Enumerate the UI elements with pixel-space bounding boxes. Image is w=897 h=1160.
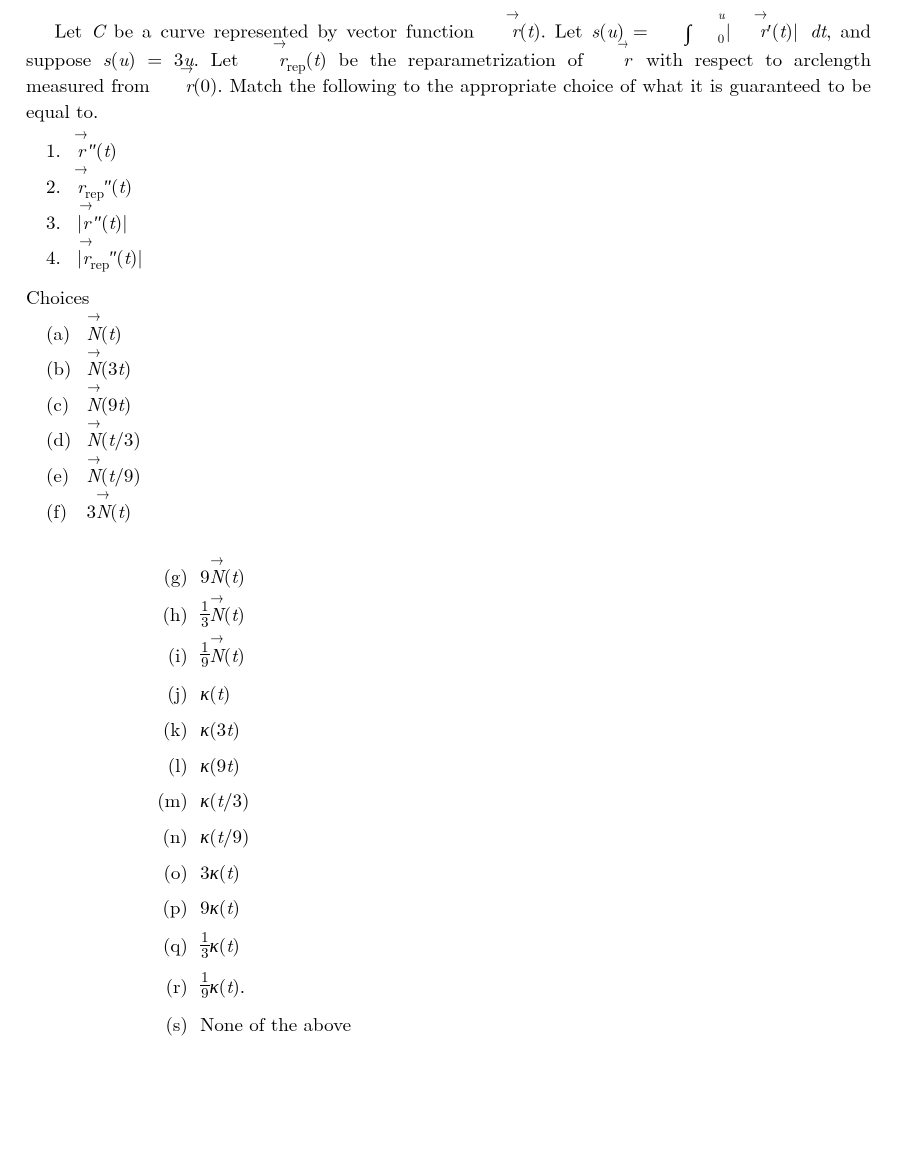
numbered-item: 1. r ″(t)	[46, 137, 871, 163]
choice-item-expression: κ(3t)	[200, 715, 240, 742]
numbered-list: 1. r ″(t) 2. rrep″(t) 3. |r ″(t)| 4. |rrep″…	[26, 137, 871, 270]
choice-item-expression: 9κ(t)	[200, 893, 240, 920]
choice-item-expression: κ(t)	[200, 679, 230, 706]
choice-item-label: (q)	[146, 932, 188, 958]
choice-item-label: (s)	[146, 1011, 188, 1037]
choice-item: (r) 19κ(t).	[146, 970, 871, 1001]
choices-list-2: (g) 9N(t) (h) 13N(t) (i) 19N(t) (j) κ(t) (k)…	[26, 563, 871, 1036]
numbered-item: 4. |rrep″(t)|	[46, 244, 871, 270]
choices-heading: Choices	[26, 284, 871, 310]
choice-item-label: (j)	[146, 680, 188, 706]
choice-item-label: (b)	[46, 355, 80, 381]
choice-item-label: (f)	[46, 498, 80, 524]
choice-item-label: (c)	[46, 391, 80, 417]
choice-item: (p) 9κ(t)	[146, 894, 871, 920]
choice-item-expression: 13κ(t)	[200, 931, 240, 958]
choice-item-label: (a)	[46, 320, 80, 346]
choice-item-label: (r)	[146, 973, 188, 999]
choice-item-expression: 19κ(t).	[200, 972, 245, 999]
choice-item: (f) 3N(t)	[46, 498, 871, 524]
choice-item: (i) 19N(t)	[146, 640, 871, 671]
choice-item: (e) N(t/9)	[46, 462, 871, 488]
numbered-item-label: 2.	[46, 173, 71, 199]
choice-item-expression: κ(t/3)	[200, 786, 249, 813]
choice-item-label: (o)	[146, 859, 188, 885]
choice-item-label: (e)	[46, 462, 80, 488]
choice-item: (m) κ(t/3)	[146, 787, 871, 813]
choice-item: (q) 13κ(t)	[146, 930, 871, 961]
choice-item: (l) κ(9t)	[146, 752, 871, 778]
page-container: Let C be a curve represented by vector f…	[0, 0, 897, 1160]
choice-item: (o) 3κ(t)	[146, 859, 871, 885]
choice-item: (d) N(t/3)	[46, 426, 871, 452]
choice-item-label: (d)	[46, 426, 80, 452]
choice-item-expression: 3κ(t)	[200, 858, 240, 885]
choice-item: (j) κ(t)	[146, 680, 871, 706]
numbered-item-expression: |rrep″(t)|	[77, 243, 143, 270]
choice-item: (h) 13N(t)	[146, 599, 871, 630]
choice-item-expression: N(t/9)	[87, 461, 141, 488]
choice-item: (b) N(3t)	[46, 355, 871, 381]
choice-item: (c) N(9t)	[46, 391, 871, 417]
choice-item-label: (l)	[146, 752, 188, 778]
choice-item-label: (k)	[146, 716, 188, 742]
numbered-item-label: 1.	[46, 137, 71, 163]
choice-item-label: (m)	[146, 787, 188, 813]
choice-item: (a) N(t)	[46, 320, 871, 346]
choice-item: (k) κ(3t)	[146, 716, 871, 742]
choice-item-expression: None of the above	[200, 1010, 351, 1037]
intro-paragraph: Let C be a curve represented by vector f…	[26, 16, 871, 123]
choice-item-expression: 3N(t)	[87, 497, 132, 524]
choice-item: (n) κ(t/9)	[146, 823, 871, 849]
numbered-item-label: 3.	[46, 209, 71, 235]
choices-list-1: (a) N(t) (b) N(3t) (c) N(9t) (d) N(t/3) (e) …	[26, 320, 871, 524]
choice-item-expression: 19N(t)	[200, 641, 245, 668]
choice-item-label: (i)	[146, 642, 188, 668]
choice-item-expression: 13N(t)	[200, 600, 245, 627]
choice-item-expression: κ(9t)	[200, 751, 240, 778]
choice-item-label: (g)	[146, 563, 188, 589]
numbered-item-label: 4.	[46, 244, 71, 270]
choice-item: (g) 9N(t)	[146, 563, 871, 589]
choice-item: (s) None of the above	[146, 1011, 871, 1037]
numbered-item: 3. |r ″(t)|	[46, 209, 871, 235]
choice-item-label: (h)	[146, 601, 188, 627]
choice-item-label: (n)	[146, 823, 188, 849]
choice-item-label: (p)	[146, 894, 188, 920]
numbered-item: 2. rrep″(t)	[46, 173, 871, 199]
choice-item-expression: κ(t/9)	[200, 822, 249, 849]
